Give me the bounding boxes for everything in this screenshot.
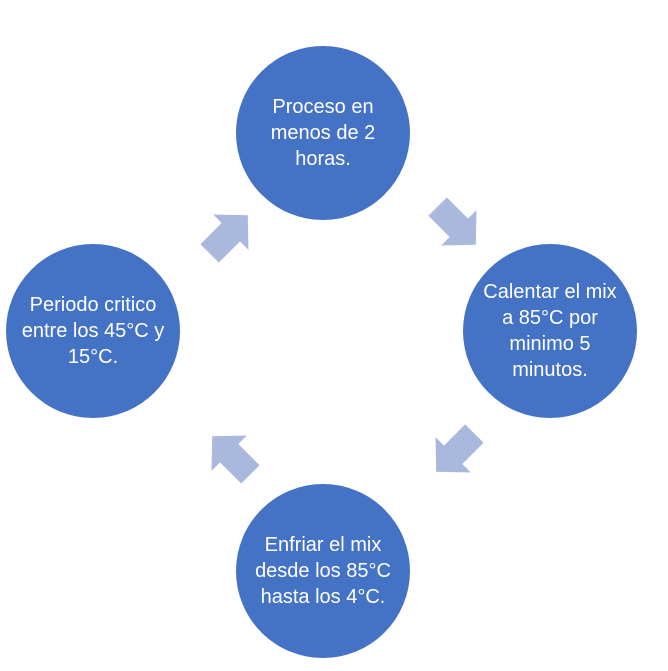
cycle-node-top: Proceso en menos de 2 horas. — [236, 46, 410, 220]
cycle-node-bottom: Enfriar el mix desde los 85°C hasta los … — [236, 484, 410, 658]
cycle-node-right-label: Calentar el mix a 85°C por minimo 5 minu… — [483, 281, 617, 381]
cycle-node-left-label: Periodo critico entre los 45°C y 15°C. — [21, 294, 165, 368]
cycle-node-bottom-label: Enfriar el mix desde los 85°C hasta los … — [255, 534, 391, 608]
arrow-right-to-bottom — [435, 424, 484, 473]
cycle-node-left: Periodo critico entre los 45°C y 15°C. — [6, 244, 180, 418]
arrow-top-to-right — [428, 197, 477, 246]
cycle-node-right: Calentar el mix a 85°C por minimo 5 minu… — [463, 244, 637, 418]
arrow-left-to-top — [200, 214, 249, 263]
cycle-node-top-label: Proceso en menos de 2 horas. — [270, 96, 376, 170]
arrow-bottom-to-left — [211, 435, 260, 484]
